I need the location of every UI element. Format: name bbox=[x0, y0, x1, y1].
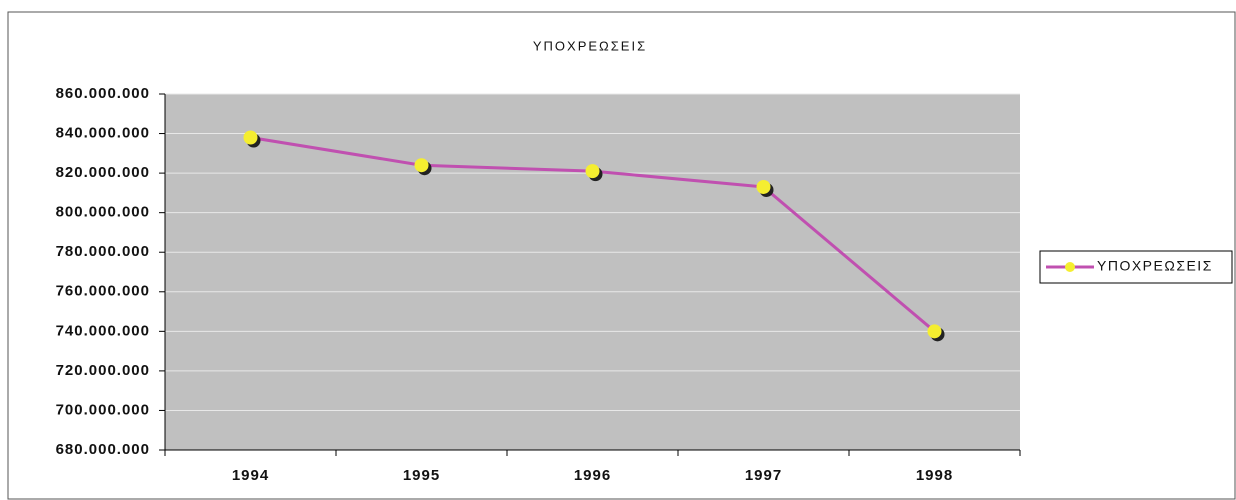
y-tick-label: 680.000.000 bbox=[56, 441, 150, 458]
y-tick-label: 840.000.000 bbox=[56, 125, 150, 142]
y-tick-label: 800.000.000 bbox=[56, 204, 150, 221]
marker bbox=[756, 179, 771, 194]
y-tick-label: 720.000.000 bbox=[56, 362, 150, 379]
x-tick-label: 1998 bbox=[916, 467, 953, 484]
y-tick-label: 700.000.000 bbox=[56, 401, 150, 418]
y-tick-label: 820.000.000 bbox=[56, 164, 150, 181]
marker bbox=[585, 164, 600, 179]
chart-title: ΥΠΟΧΡΕΩΣΕΙΣ bbox=[533, 38, 647, 53]
marker bbox=[414, 158, 429, 173]
plot-area bbox=[165, 94, 1020, 450]
x-tick-label: 1994 bbox=[232, 467, 269, 484]
marker bbox=[927, 324, 942, 339]
y-tick-label: 780.000.000 bbox=[56, 243, 150, 260]
y-tick-label: 760.000.000 bbox=[56, 283, 150, 300]
legend-label: ΥΠΟΧΡΕΩΣΕΙΣ bbox=[1097, 258, 1213, 274]
x-tick-label: 1995 bbox=[403, 467, 440, 484]
x-tick-label: 1996 bbox=[574, 467, 611, 484]
marker bbox=[243, 130, 258, 145]
x-tick-label: 1997 bbox=[745, 467, 782, 484]
y-tick-label: 860.000.000 bbox=[56, 85, 150, 102]
y-tick-label: 740.000.000 bbox=[56, 322, 150, 339]
legend-marker bbox=[1065, 262, 1075, 272]
